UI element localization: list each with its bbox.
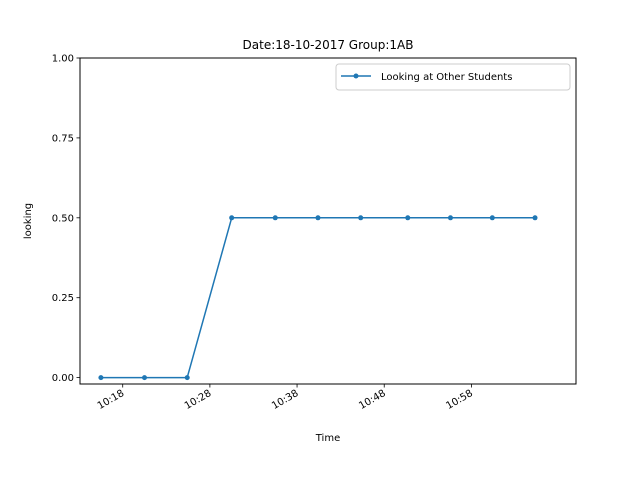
data-point [272,215,278,221]
series-layer [98,215,538,381]
y-axis: 0.00 0.25 0.50 0.75 1.00 [52,54,80,384]
y-tick-label: 0.75 [52,133,74,144]
y-tick-label: 0.25 [52,293,74,304]
x-tick-label: 10:58 [444,388,474,412]
x-tick-label: 10:48 [357,388,387,412]
data-point [98,375,104,381]
x-tick-label: 10:38 [270,388,300,412]
series-line [100,217,535,379]
data-point [184,375,190,381]
y-axis-label: looking [23,203,34,239]
chart-title: Date:18-10-2017 Group:1AB [243,38,414,52]
data-point [447,215,453,221]
y-tick-label: 0.50 [52,213,74,224]
y-tick-label: 1.00 [52,54,74,65]
x-tick-label: 10:18 [96,388,126,412]
x-tick-label: 10:28 [183,388,213,412]
data-point [405,215,411,221]
plot-frame [79,57,577,385]
data-point [142,375,148,381]
legend-label: Looking at Other Students [381,72,512,83]
data-point [532,215,538,221]
legend: Looking at Other Students [335,63,571,91]
x-axis: 10:18 10:28 10:38 10:48 10:58 [96,384,475,412]
data-point [489,215,495,221]
x-axis-label: Time [315,433,340,444]
legend-box [335,63,571,91]
data-point [358,215,364,221]
y-tick-label: 0.00 [52,373,74,384]
legend-marker [353,73,359,79]
data-point [315,215,321,221]
data-point [229,215,235,221]
